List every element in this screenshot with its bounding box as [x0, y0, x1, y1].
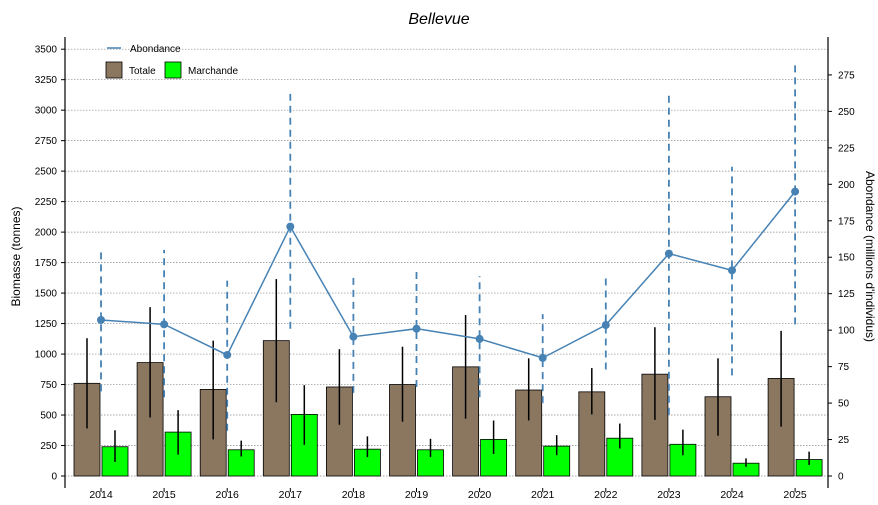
y-tick-label-left: 750: [40, 380, 57, 391]
chart-title: Bellevue: [408, 11, 469, 28]
point-abondance: [539, 354, 547, 362]
x-tick-label: 2022: [594, 489, 618, 500]
x-tick-label: 2024: [720, 489, 744, 500]
x-tick-label: 2017: [279, 489, 303, 500]
legend-swatch-totale: [106, 62, 122, 78]
y-tick-label-right: 0: [838, 472, 844, 483]
y-tick-label-left: 500: [40, 411, 57, 422]
y-tick-label-left: 3250: [35, 75, 58, 86]
y-tick-label-right: 100: [838, 326, 855, 337]
y-tick-label-right: 150: [838, 253, 855, 264]
y-tick-label-left: 2000: [35, 228, 58, 239]
x-tick-label: 2023: [657, 489, 681, 500]
y-tick-label-right: 250: [838, 107, 855, 118]
y-tick-label-left: 3500: [35, 45, 58, 56]
legend-label-abondance: Abondance: [130, 44, 181, 55]
point-abondance: [665, 250, 673, 258]
x-tick-label: 2015: [152, 489, 176, 500]
y-axis-label-left: Biomasse (tonnes): [9, 206, 23, 306]
y-tick-label-right: 175: [838, 216, 855, 227]
y-tick-label-right: 25: [838, 435, 850, 446]
y-tick-label-left: 3000: [35, 106, 58, 117]
point-abondance: [223, 351, 231, 359]
legend-label-marchande: Marchande: [188, 66, 238, 77]
x-tick-label: 2014: [89, 489, 113, 500]
legend-label-totale: Totale: [129, 66, 156, 77]
x-tick-label: 2025: [783, 489, 807, 500]
point-abondance: [97, 316, 105, 324]
y-tick-label-right: 125: [838, 289, 855, 300]
point-abondance: [349, 333, 357, 341]
y-tick-label-left: 2500: [35, 167, 58, 178]
point-abondance: [286, 223, 294, 231]
point-abondance: [728, 266, 736, 274]
y-tick-label-right: 50: [838, 399, 850, 410]
line-abondance: [101, 192, 795, 358]
point-abondance: [160, 320, 168, 328]
legend-swatch-marchande: [165, 62, 181, 78]
y-tick-label-left: 2750: [35, 136, 58, 147]
point-abondance: [602, 321, 610, 329]
point-abondance: [413, 325, 421, 333]
y-tick-label-right: 225: [838, 143, 855, 154]
y-tick-label-right: 200: [838, 180, 855, 191]
y-tick-label-left: 1000: [35, 350, 58, 361]
x-tick-label: 2020: [468, 489, 492, 500]
y-tick-label-left: 250: [40, 441, 57, 452]
x-tick-label: 2018: [342, 489, 366, 500]
y-tick-label-right: 275: [838, 70, 855, 81]
y-tick-label-right: 75: [838, 362, 850, 373]
x-tick-label: 2016: [216, 489, 240, 500]
point-abondance: [791, 188, 799, 196]
x-tick-label: 2021: [531, 489, 555, 500]
y-tick-label-left: 1250: [35, 319, 58, 330]
y-tick-label-left: 1750: [35, 258, 58, 269]
y-tick-label-left: 1500: [35, 289, 58, 300]
y-axis-label-right: Abondance (millions d'individus): [863, 171, 877, 342]
y-tick-label-left: 0: [51, 472, 57, 483]
x-tick-label: 2019: [405, 489, 429, 500]
y-tick-label-left: 2250: [35, 197, 58, 208]
point-abondance: [476, 335, 484, 343]
